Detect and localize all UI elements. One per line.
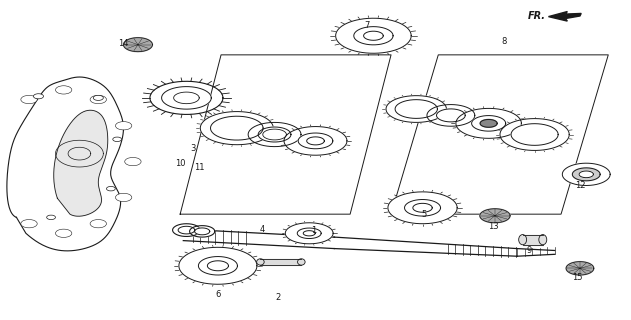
Circle shape	[93, 95, 103, 100]
Polygon shape	[54, 110, 108, 216]
Text: FR.: FR.	[528, 11, 545, 21]
Polygon shape	[297, 228, 321, 238]
Text: 12: 12	[575, 181, 585, 190]
Circle shape	[56, 229, 72, 237]
Polygon shape	[572, 168, 600, 181]
Text: 5: 5	[421, 210, 427, 219]
Polygon shape	[173, 224, 200, 236]
Ellipse shape	[298, 259, 305, 265]
Polygon shape	[363, 31, 383, 40]
Polygon shape	[427, 105, 475, 126]
Polygon shape	[150, 81, 223, 115]
Polygon shape	[200, 112, 273, 145]
Ellipse shape	[257, 259, 264, 265]
Polygon shape	[471, 116, 505, 131]
Text: 15: 15	[572, 273, 582, 282]
Polygon shape	[354, 27, 393, 45]
Text: 4: 4	[259, 225, 264, 234]
Text: 11: 11	[194, 163, 204, 172]
Polygon shape	[284, 126, 347, 155]
Circle shape	[125, 157, 141, 166]
Circle shape	[56, 86, 72, 94]
Circle shape	[33, 94, 44, 99]
Polygon shape	[413, 203, 432, 212]
Polygon shape	[304, 231, 316, 236]
Polygon shape	[522, 235, 543, 245]
Polygon shape	[456, 108, 521, 138]
Polygon shape	[124, 38, 153, 52]
Polygon shape	[404, 199, 440, 216]
Polygon shape	[386, 96, 447, 123]
Polygon shape	[500, 119, 569, 150]
Polygon shape	[261, 259, 302, 265]
Circle shape	[21, 220, 37, 228]
Polygon shape	[198, 257, 237, 275]
Polygon shape	[511, 124, 558, 145]
Circle shape	[47, 215, 56, 220]
Text: 13: 13	[488, 222, 499, 231]
Polygon shape	[211, 116, 263, 140]
Polygon shape	[548, 12, 581, 21]
Text: 7: 7	[365, 21, 370, 30]
Polygon shape	[208, 261, 228, 271]
Text: 1: 1	[311, 226, 316, 235]
Circle shape	[113, 137, 122, 141]
Text: 8: 8	[502, 37, 507, 46]
Circle shape	[107, 187, 115, 191]
Polygon shape	[285, 223, 333, 244]
Polygon shape	[179, 247, 257, 284]
Circle shape	[115, 193, 132, 202]
Polygon shape	[194, 228, 209, 235]
Text: 10: 10	[175, 159, 186, 168]
Polygon shape	[162, 87, 211, 109]
Polygon shape	[480, 119, 497, 127]
Text: 6: 6	[215, 290, 221, 299]
Circle shape	[90, 220, 107, 228]
Text: 14: 14	[118, 39, 129, 48]
Polygon shape	[562, 163, 610, 186]
Text: 2: 2	[275, 292, 280, 301]
Ellipse shape	[539, 235, 546, 245]
Polygon shape	[566, 262, 594, 275]
Polygon shape	[258, 127, 291, 142]
Polygon shape	[189, 226, 215, 237]
Circle shape	[90, 95, 107, 104]
Polygon shape	[480, 209, 510, 223]
Polygon shape	[395, 100, 437, 118]
Circle shape	[21, 95, 37, 104]
Circle shape	[115, 122, 132, 130]
Polygon shape	[388, 192, 457, 224]
Text: 9: 9	[527, 246, 532, 255]
Polygon shape	[437, 109, 465, 122]
Polygon shape	[298, 133, 333, 149]
Polygon shape	[248, 123, 301, 147]
Ellipse shape	[519, 235, 527, 245]
Polygon shape	[178, 226, 195, 234]
Text: 3: 3	[190, 144, 196, 153]
Polygon shape	[579, 171, 593, 178]
Polygon shape	[307, 137, 324, 145]
Polygon shape	[7, 77, 124, 251]
Polygon shape	[336, 18, 411, 53]
Polygon shape	[174, 92, 199, 104]
